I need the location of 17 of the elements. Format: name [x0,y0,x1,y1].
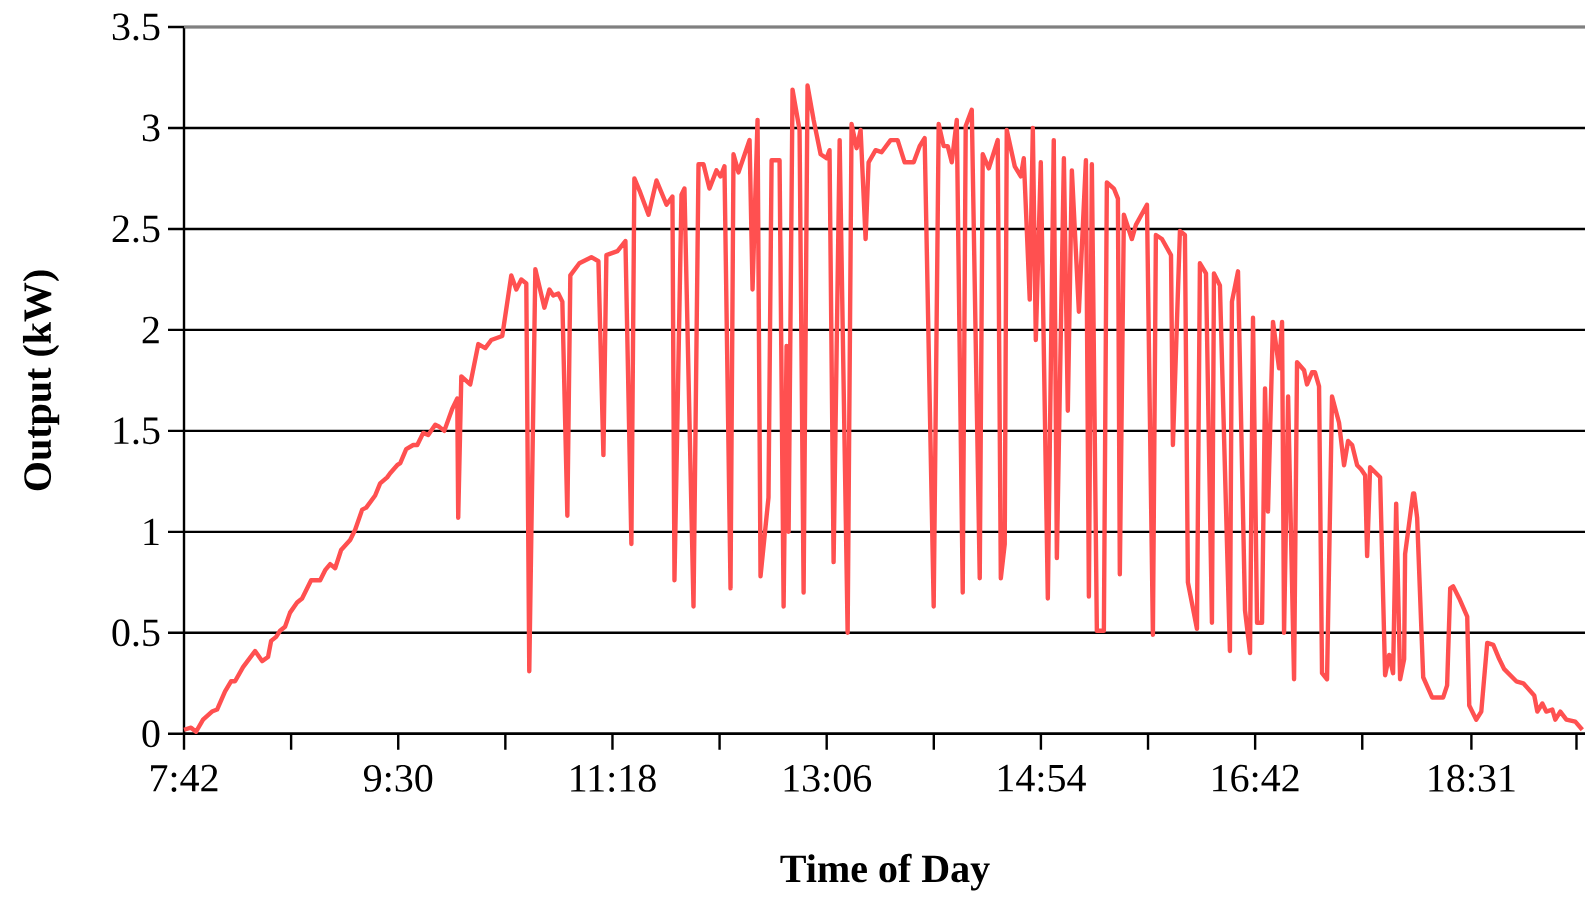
x-tick-label: 16:42 [1213,764,1299,792]
x-tick-label: 13:06 [784,764,872,793]
y-tick-label: 2.5 [112,215,160,243]
y-tick-label: 1 [144,518,159,546]
x-tick-label: 18:31 [1429,764,1515,793]
y-tick-label: 0 [142,720,160,748]
y-tick-label: 0.5 [112,619,160,647]
y-tick-label: 3.5 [112,13,160,41]
y-tick-label: 3 [142,114,160,142]
y-tick-label: 2 [142,316,159,344]
x-tick-label: 9:30 [363,764,433,793]
y-axis-title: Output (kW) [22,270,60,491]
y-tick-label: 1.5 [114,417,160,445]
x-axis-title: Time of Day [780,853,990,891]
x-tick-label: 7:42 [151,764,218,792]
x-tick-label: 14:54 [998,764,1086,792]
x-tick-label: 11:18 [571,764,656,793]
